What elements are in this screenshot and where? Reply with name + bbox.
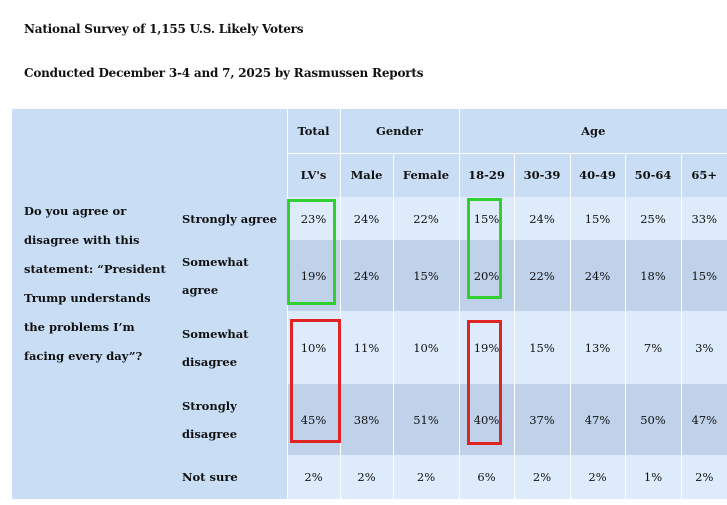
value-cell: 2% — [680, 455, 727, 499]
value-cell: 38% — [339, 384, 393, 455]
value-cell: 45% — [286, 384, 340, 455]
value-cell: 47% — [680, 384, 727, 455]
value-cell: 15% — [458, 197, 514, 240]
col-female: Female — [392, 153, 459, 197]
value-cell: 2% — [286, 455, 340, 499]
col-male: Male — [339, 153, 393, 197]
value-cell: 13% — [569, 311, 625, 384]
value-cell: 24% — [513, 197, 570, 240]
header-corner — [12, 109, 287, 197]
value-cell: 37% — [513, 384, 570, 455]
col-50-64: 50-64 — [624, 153, 681, 197]
value-cell: 24% — [339, 197, 393, 240]
value-cell: 51% — [392, 384, 459, 455]
value-cell: 2% — [339, 455, 393, 499]
value-cell: 11% — [339, 311, 393, 384]
value-cell: 19% — [458, 311, 514, 384]
group-header-row: Total Gender Age — [12, 109, 727, 197]
row-label: Not sure — [176, 455, 287, 499]
table-row: Somewhat disagree 10% 11% 10% 19% 15% 13… — [12, 311, 727, 384]
value-cell: 18% — [624, 240, 681, 311]
row-label: Strongly agree — [176, 197, 287, 240]
value-cell: 2% — [513, 455, 570, 499]
value-cell: 22% — [392, 197, 459, 240]
row-label: Strongly disagree — [176, 384, 287, 455]
column-header-row: LV's Male Female 18-29 30-39 40-49 50-64… — [12, 153, 727, 197]
group-gender: Gender — [339, 109, 459, 154]
row-label: Somewhat agree — [176, 240, 287, 311]
value-cell: 1% — [624, 455, 681, 499]
value-cell: 3% — [680, 311, 727, 384]
value-cell: 15% — [513, 311, 570, 384]
col-40-49: 40-49 — [569, 153, 625, 197]
question-text: Do you agree or disagree with this state… — [12, 197, 176, 499]
value-cell: 15% — [569, 197, 625, 240]
value-cell: 33% — [680, 197, 727, 240]
col-lvs: LV's — [286, 153, 340, 197]
value-cell: 15% — [392, 240, 459, 311]
col-65plus: 65+ — [680, 153, 727, 197]
value-cell: 15% — [680, 240, 727, 311]
value-cell: 2% — [392, 455, 459, 499]
value-cell: 50% — [624, 384, 681, 455]
results-table: Total Gender Age LV's Male Female 18-29 … — [12, 109, 727, 499]
value-cell: 25% — [624, 197, 681, 240]
value-cell: 10% — [286, 311, 340, 384]
value-cell: 10% — [392, 311, 459, 384]
survey-title: National Survey of 1,155 U.S. Likely Vot… — [24, 22, 304, 36]
table-row: Do you agree or disagree with this state… — [12, 197, 727, 499]
group-total: Total — [286, 109, 340, 154]
col-30-39: 30-39 — [513, 153, 570, 197]
table-row: Not sure 2% 2% 2% 6% 2% 2% 1% 2% — [12, 455, 727, 499]
value-cell: 24% — [339, 240, 393, 311]
survey-subtitle: Conducted December 3-4 and 7, 2025 by Ra… — [24, 66, 424, 80]
value-cell: 2% — [569, 455, 625, 499]
value-cell: 7% — [624, 311, 681, 384]
value-cell: 24% — [569, 240, 625, 311]
table-row: Strongly disagree 45% 38% 51% 40% 37% 47… — [12, 384, 727, 455]
group-age: Age — [458, 109, 727, 154]
value-cell: 6% — [458, 455, 514, 499]
value-cell: 22% — [513, 240, 570, 311]
row-label: Somewhat disagree — [176, 311, 287, 384]
value-cell: 47% — [569, 384, 625, 455]
value-cell: 19% — [286, 240, 340, 311]
col-18-29: 18-29 — [458, 153, 514, 197]
value-cell: 23% — [286, 197, 340, 240]
value-cell: 40% — [458, 384, 514, 455]
value-cell: 20% — [458, 240, 514, 311]
